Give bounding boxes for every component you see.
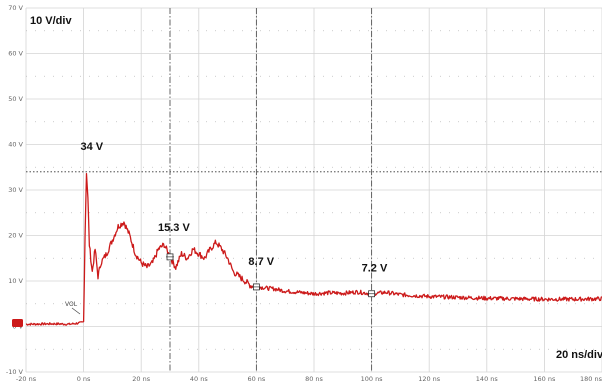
x-tick-label: 0 ns [77,375,91,383]
channel-reference-icon [12,319,23,327]
y-tick-label: 40 V [8,141,23,149]
grid-dots [26,30,602,350]
x-tick-label: 80 ns [305,375,323,383]
x-tick-label: 120 ns [418,375,441,383]
value-label: 7.2 V [362,263,388,275]
x-tick-label: 140 ns [476,375,499,383]
reference-label: VOL [65,301,78,308]
cursor-markers [166,253,376,298]
voltage-trace-line [25,172,602,326]
x-tick-label: 40 ns [190,375,208,383]
y-tick-label: 50 V [8,95,23,103]
signal-trace [25,172,602,326]
reference-marker: VOL [12,301,81,327]
y-tick-label: 70 V [8,4,23,12]
reference-leader-line [71,307,81,315]
vertical-scale-label: 10 V/div [30,15,72,27]
value-annotations: 34 V 15.3 V 8.7 V 7.2 V [80,141,387,275]
y-tick-label: -10 V [6,368,24,376]
cursor-lines [169,8,373,372]
x-tick-label: -20 ns [16,375,37,383]
value-label: 34 V [80,141,103,153]
x-tick-label: 180 ns [580,375,602,383]
value-label: 15.3 V [158,222,190,234]
grid [25,7,602,373]
y-tick-label: 20 V [8,232,23,240]
y-tick-label: 60 V [8,50,23,58]
x-tick-label: 100 ns [361,375,384,383]
x-tick-labels: -20 ns 0 ns 20 ns 40 ns 60 ns 80 ns 100 ns 120 … [16,375,602,383]
horizontal-scale-label: 20 ns/div [556,349,602,361]
x-tick-label: 160 ns [533,375,556,383]
x-tick-label: 60 ns [247,375,265,383]
x-tick-label: 20 ns [132,375,150,383]
y-tick-label: 30 V [8,186,23,194]
value-label: 8.7 V [248,256,274,268]
y-tick-label: 10 V [8,277,23,285]
